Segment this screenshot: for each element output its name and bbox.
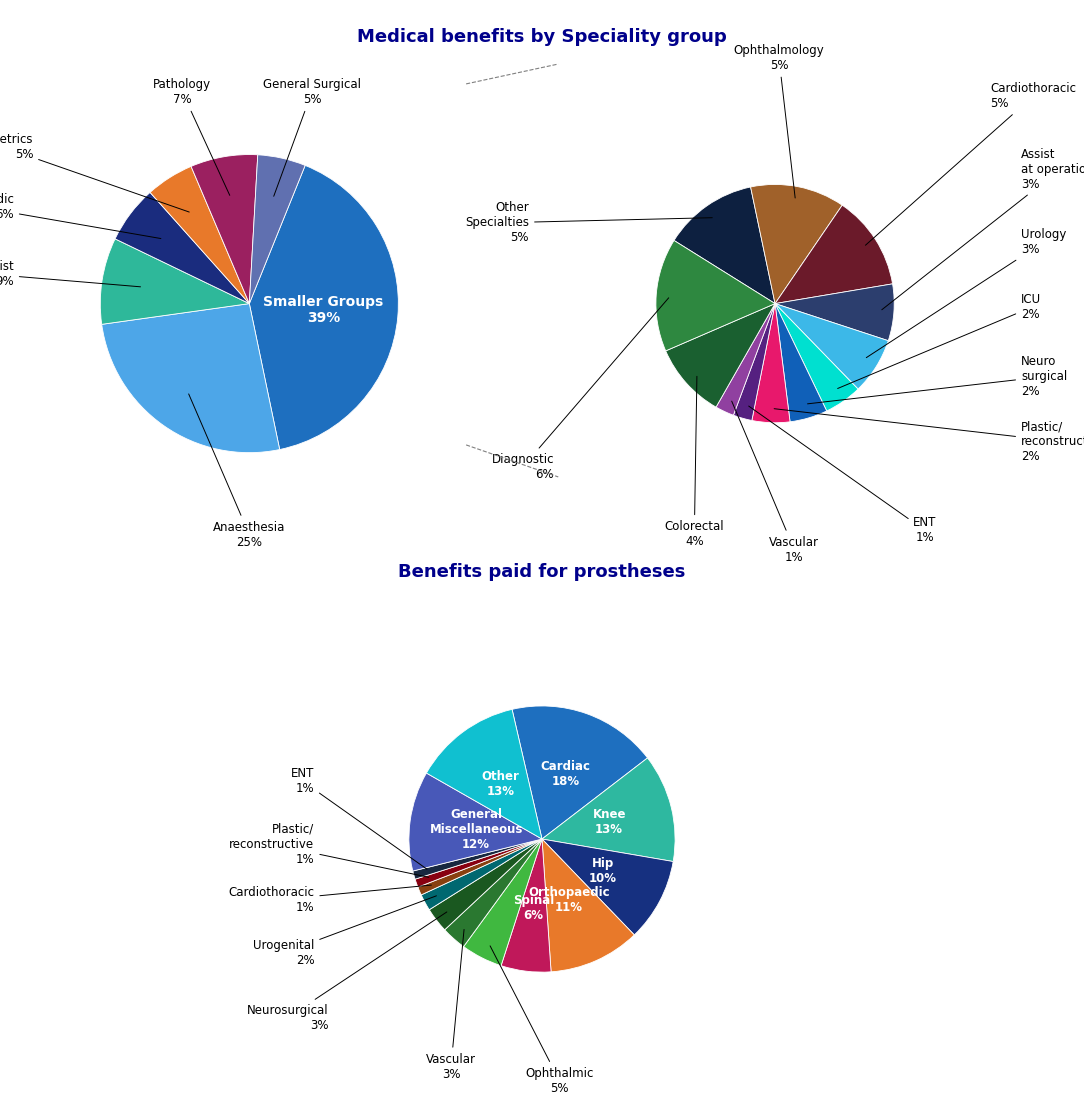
Wedge shape bbox=[102, 304, 280, 453]
Text: Smaller Groups
39%: Smaller Groups 39% bbox=[263, 295, 384, 326]
Wedge shape bbox=[542, 758, 675, 861]
Text: Diagnostic
6%: Diagnostic 6% bbox=[491, 298, 669, 481]
Text: Ophthalmology
5%: Ophthalmology 5% bbox=[734, 44, 824, 198]
Text: General
Miscellaneous
12%: General Miscellaneous 12% bbox=[429, 808, 522, 851]
Wedge shape bbox=[512, 705, 647, 839]
Text: Other
13%: Other 13% bbox=[481, 769, 519, 797]
Wedge shape bbox=[426, 710, 542, 839]
Wedge shape bbox=[656, 241, 775, 351]
Text: Assist
at operations
3%: Assist at operations 3% bbox=[881, 148, 1084, 310]
Wedge shape bbox=[750, 184, 842, 304]
Wedge shape bbox=[422, 839, 542, 910]
Text: Orthopaedic
11%: Orthopaedic 11% bbox=[528, 885, 610, 914]
Wedge shape bbox=[752, 304, 790, 423]
Text: Cardiothoracic
5%: Cardiothoracic 5% bbox=[865, 82, 1076, 245]
Wedge shape bbox=[249, 166, 398, 449]
Wedge shape bbox=[413, 839, 542, 879]
Wedge shape bbox=[542, 839, 634, 972]
Text: Plastic/
reconstructive
1%: Plastic/ reconstructive 1% bbox=[229, 822, 429, 878]
Wedge shape bbox=[717, 304, 775, 415]
Text: ENT
1%: ENT 1% bbox=[749, 406, 937, 544]
Wedge shape bbox=[734, 304, 775, 421]
Wedge shape bbox=[249, 155, 306, 304]
Wedge shape bbox=[429, 839, 542, 930]
Wedge shape bbox=[101, 238, 249, 325]
Text: Anaesthesia
25%: Anaesthesia 25% bbox=[189, 394, 285, 549]
Text: Neuro
surgical
2%: Neuro surgical 2% bbox=[808, 355, 1068, 404]
Text: ICU
2%: ICU 2% bbox=[838, 294, 1041, 389]
Text: ENT
1%: ENT 1% bbox=[291, 767, 427, 869]
Text: Urogenital
2%: Urogenital 2% bbox=[253, 895, 437, 967]
Wedge shape bbox=[418, 839, 542, 895]
Text: Cardiac
18%: Cardiac 18% bbox=[540, 760, 591, 788]
Wedge shape bbox=[115, 192, 249, 304]
Text: Urology
3%: Urology 3% bbox=[866, 229, 1067, 358]
Text: Cardiothoracic
1%: Cardiothoracic 1% bbox=[229, 885, 431, 914]
Text: Pathology
7%: Pathology 7% bbox=[153, 78, 230, 195]
Text: Plastic/
reconstructive
2%: Plastic/ reconstructive 2% bbox=[774, 408, 1084, 464]
Wedge shape bbox=[191, 155, 258, 304]
Wedge shape bbox=[674, 187, 775, 304]
Text: Neurosurgical
3%: Neurosurgical 3% bbox=[247, 912, 447, 1031]
Text: Vascular
1%: Vascular 1% bbox=[732, 401, 820, 563]
Text: Other
Specialties
5%: Other Specialties 5% bbox=[465, 201, 712, 244]
Text: Colorectal
4%: Colorectal 4% bbox=[664, 376, 724, 549]
Wedge shape bbox=[775, 304, 859, 411]
Text: Hip
10%: Hip 10% bbox=[590, 858, 617, 885]
Text: Benefits paid for prostheses: Benefits paid for prostheses bbox=[398, 563, 686, 581]
Wedge shape bbox=[409, 773, 542, 871]
Text: Vascular
3%: Vascular 3% bbox=[426, 930, 476, 1081]
Wedge shape bbox=[444, 839, 542, 946]
Wedge shape bbox=[775, 304, 827, 422]
Text: Knee
13%: Knee 13% bbox=[593, 808, 625, 837]
Wedge shape bbox=[775, 284, 894, 341]
Wedge shape bbox=[464, 839, 542, 966]
Text: Spinal
6%: Spinal 6% bbox=[513, 894, 554, 922]
Wedge shape bbox=[775, 304, 888, 389]
Text: Medical benefits by Speciality group: Medical benefits by Speciality group bbox=[357, 28, 727, 45]
Text: Obstetrics
5%: Obstetrics 5% bbox=[0, 134, 190, 212]
Wedge shape bbox=[415, 839, 542, 888]
Wedge shape bbox=[501, 839, 551, 973]
Wedge shape bbox=[775, 205, 892, 304]
Text: Ophthalmic
5%: Ophthalmic 5% bbox=[490, 946, 594, 1095]
Wedge shape bbox=[666, 304, 775, 407]
Text: Specialist
9%: Specialist 9% bbox=[0, 259, 141, 288]
Wedge shape bbox=[542, 839, 673, 935]
Wedge shape bbox=[150, 167, 249, 304]
Text: Orthopaedic
6%: Orthopaedic 6% bbox=[0, 193, 160, 238]
Text: General Surgical
5%: General Surgical 5% bbox=[263, 78, 361, 197]
